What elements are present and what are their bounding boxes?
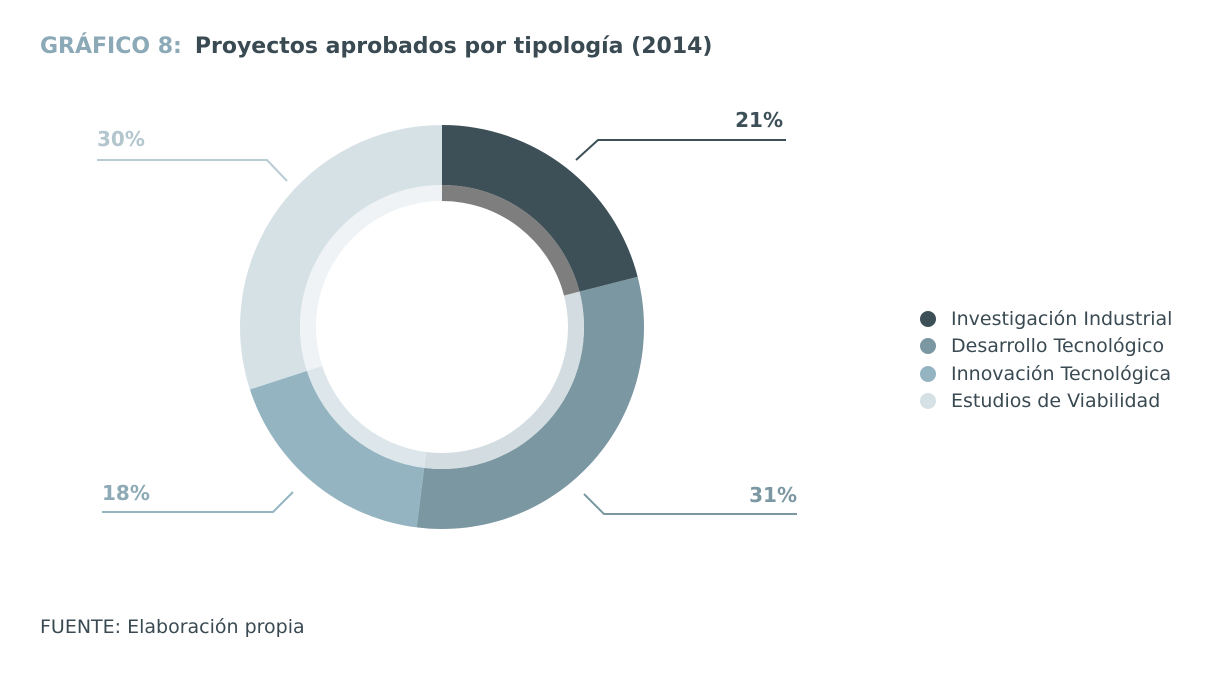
chart-title-prefix: GRÁFICO 8: [40, 34, 182, 59]
leader-line-desarrollo-tecnologico [583, 493, 797, 515]
legend-item-desarrollo-tecnologico: Desarrollo Tecnológico [920, 333, 1172, 361]
data-label-innovacion-tecnologica: 18% [102, 481, 150, 505]
data-label-desarrollo-tecnologico: 31% [749, 483, 797, 507]
legend-swatch [920, 365, 936, 382]
source-note: FUENTE: Elaboración propia [40, 616, 305, 638]
slice-investigacion-industrial [442, 125, 638, 292]
legend-item-estudios-de-viabilidad: Estudios de Viabilidad [920, 388, 1172, 416]
leader-line-investigacion-industrial [575, 139, 786, 161]
leader-line-estudios-de-viabilidad [97, 159, 288, 182]
slice-innovacion-tecnologica [249, 370, 425, 528]
legend-item-investigacion-industrial: Investigación Industrial [920, 305, 1172, 333]
legend-swatch [920, 310, 936, 327]
data-label-investigacion-industrial: 21% [735, 108, 783, 132]
legend-label: Investigación Industrial [951, 307, 1173, 330]
chart-title: GRÁFICO 8: Proyectos aprobados por tipol… [40, 34, 712, 59]
legend-swatch [920, 338, 936, 355]
legend-swatch [920, 393, 936, 410]
legend-item-innovacion-tecnologica: Innovación Tecnológica [920, 360, 1172, 388]
slice-inner-band-investigacion-industrial [442, 185, 580, 296]
leader-line-innovacion-tecnologica [102, 491, 294, 513]
slice-desarrollo-tecnologico [416, 276, 644, 529]
chart-title-text: Proyectos aprobados por tipología (2014) [194, 34, 713, 59]
legend-label: Desarrollo Tecnológico [951, 335, 1165, 358]
chart-legend: Investigación Industrial Desarrollo Tecno… [920, 305, 1172, 415]
legend-label: Innovación Tecnológica [951, 362, 1172, 385]
slice-estudios-de-viabilidad [239, 125, 442, 390]
data-label-estudios-de-viabilidad: 30% [97, 127, 145, 151]
slice-inner-band-innovacion-tecnologica [306, 365, 427, 468]
slice-inner-band-desarrollo-tecnologico [424, 291, 584, 469]
legend-label: Estudios de Viabilidad [951, 390, 1161, 413]
slice-inner-band-estudios-de-viabilidad [300, 185, 442, 371]
